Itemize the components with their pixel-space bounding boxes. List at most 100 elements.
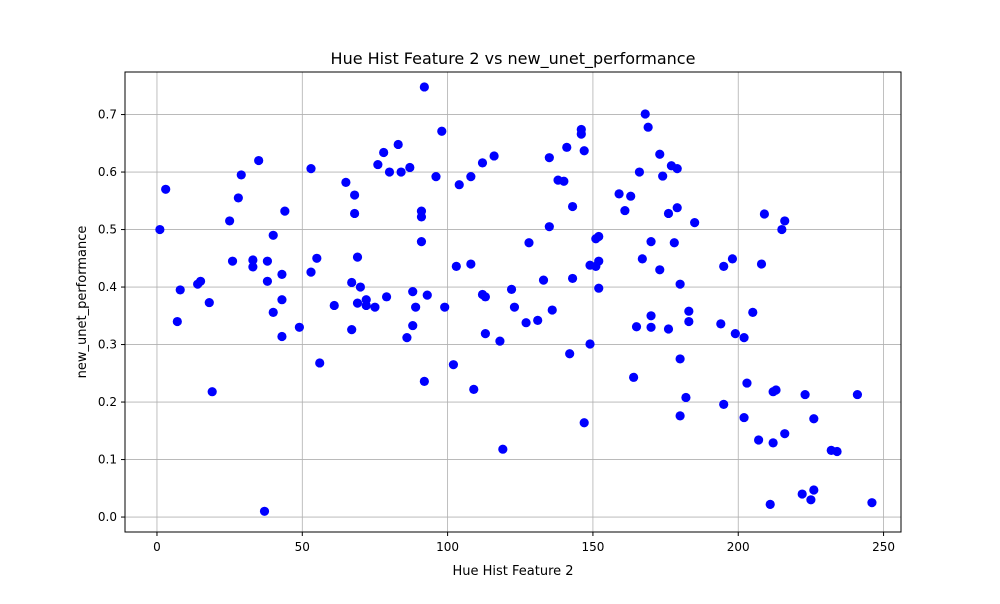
data-point <box>730 329 740 339</box>
data-point <box>195 276 206 286</box>
y-tick-label: 0.7 <box>98 108 117 122</box>
data-point <box>629 372 639 382</box>
data-point <box>547 305 557 315</box>
data-point <box>350 208 360 219</box>
data-point <box>498 444 508 454</box>
data-point <box>797 489 807 499</box>
data-point <box>594 231 604 242</box>
plot-frame <box>124 71 902 533</box>
data-point <box>594 256 604 266</box>
data-point <box>352 298 363 308</box>
x-tick-label: 0 <box>153 540 161 554</box>
data-point <box>809 485 819 495</box>
data-point <box>777 224 787 235</box>
chart-title: Hue Hist Feature 2 vs new_unet_performan… <box>331 49 696 69</box>
data-point <box>567 201 578 212</box>
data-point <box>268 307 278 317</box>
data-point <box>594 283 604 293</box>
data-point <box>719 261 729 271</box>
data-point <box>832 446 842 457</box>
data-point <box>277 331 287 342</box>
data-point <box>663 324 674 334</box>
y-axis-label: new_unet_performance <box>75 226 90 379</box>
data-point <box>655 149 665 159</box>
data-point <box>408 287 418 297</box>
y-tick-label: 0.1 <box>98 453 117 467</box>
data-point <box>800 389 810 400</box>
data-point <box>765 499 775 509</box>
data-point <box>684 306 694 316</box>
data-point <box>262 256 273 266</box>
data-point <box>579 146 589 156</box>
data-point <box>172 316 182 327</box>
data-point <box>431 172 441 182</box>
data-point <box>315 358 325 368</box>
data-point <box>495 336 505 346</box>
data-point <box>408 320 418 331</box>
data-point <box>416 212 427 222</box>
data-point <box>225 216 235 226</box>
data-point <box>646 237 656 247</box>
data-point <box>440 302 450 312</box>
data-point <box>233 193 243 203</box>
data-point <box>204 297 214 308</box>
data-point <box>672 164 682 174</box>
data-point <box>759 209 770 219</box>
data-point <box>393 139 403 150</box>
y-tick-label: 0.3 <box>98 338 117 352</box>
data-point <box>681 392 691 403</box>
data-point <box>161 184 171 194</box>
data-point <box>227 256 238 266</box>
data-point <box>675 411 685 421</box>
x-tick-label: 250 <box>872 540 895 554</box>
data-point <box>538 275 549 285</box>
data-point <box>248 262 258 272</box>
data-point <box>236 170 246 180</box>
data-point <box>634 167 645 177</box>
x-axis-label: Hue Hist Feature 2 <box>452 564 573 579</box>
data-point <box>637 254 647 264</box>
data-point <box>306 164 316 174</box>
data-point <box>466 172 476 182</box>
data-point <box>585 339 595 349</box>
data-point <box>451 261 461 271</box>
data-point <box>329 300 339 311</box>
data-point <box>620 205 630 216</box>
data-point <box>521 318 531 328</box>
y-tick-label: 0.0 <box>98 510 117 524</box>
data-point <box>684 316 694 327</box>
data-point <box>509 302 520 312</box>
data-point <box>719 399 729 409</box>
y-tick-label: 0.6 <box>98 165 117 179</box>
data-point <box>506 284 517 294</box>
data-point <box>361 300 371 311</box>
data-point <box>614 189 624 199</box>
data-point <box>646 322 656 332</box>
data-point <box>341 177 351 187</box>
data-point <box>544 153 554 163</box>
data-point <box>567 273 578 284</box>
data-point <box>294 322 304 332</box>
data-point <box>524 238 534 248</box>
data-point <box>466 259 476 269</box>
data-point <box>277 269 287 279</box>
data-point <box>437 126 447 136</box>
data-point <box>643 122 653 132</box>
data-point <box>350 190 360 200</box>
data-point <box>771 385 781 395</box>
data-point <box>469 384 479 394</box>
data-point <box>254 155 264 166</box>
data-point <box>422 290 432 300</box>
data-point <box>739 333 749 343</box>
data-point <box>727 254 738 264</box>
data-point <box>669 238 679 248</box>
data-point <box>742 378 752 388</box>
data-point <box>370 302 380 312</box>
data-point <box>306 267 316 277</box>
y-axis-ticks: 0.0 0.1 0.2 0.3 0.4 0.5 0.6 0.7 <box>98 108 125 524</box>
data-point <box>405 162 415 173</box>
data-point <box>175 285 185 295</box>
data-point <box>155 224 165 235</box>
data-point <box>626 191 636 201</box>
